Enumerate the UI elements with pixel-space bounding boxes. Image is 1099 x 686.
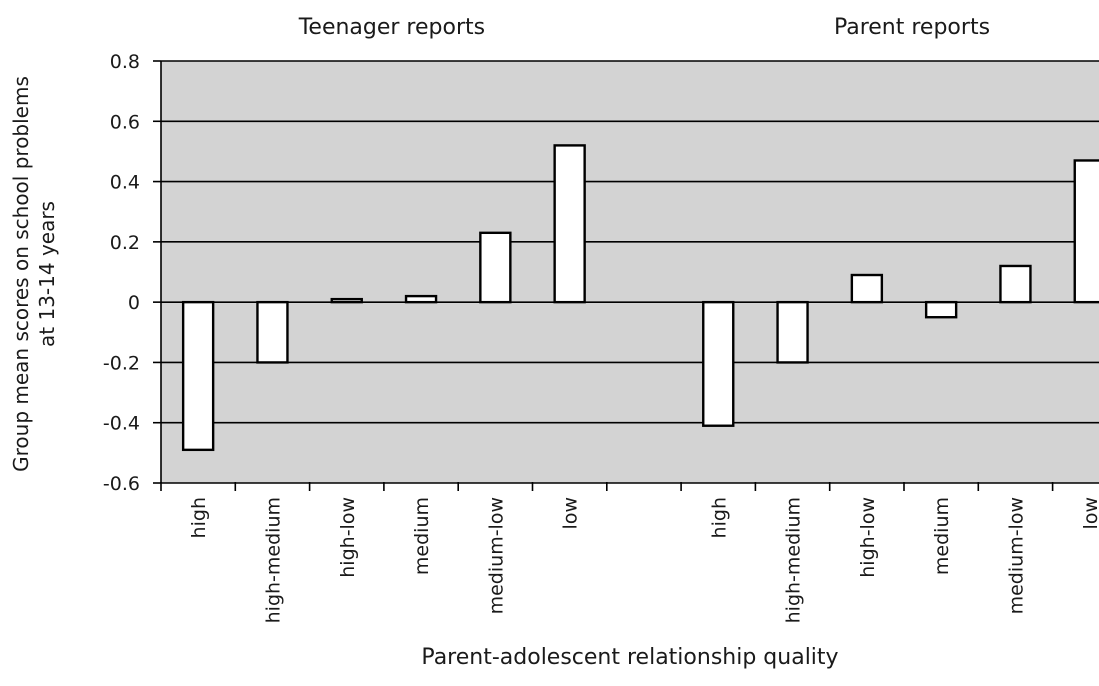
bar-0-3 <box>404 294 438 304</box>
bar-1-0 <box>702 300 735 427</box>
x-category-label: medium-low <box>485 497 507 614</box>
y-axis-label: Group mean scores on school problems at 1… <box>9 76 59 472</box>
y-tick-label: 0.4 <box>110 172 140 194</box>
plot-background <box>161 61 1099 483</box>
x-axis-label: Parent-adolescent relationship quality <box>421 645 838 670</box>
y-axis-label-line: at 13-14 years <box>35 201 59 347</box>
group-title: Teenager reports <box>298 15 485 40</box>
y-tick-label: -0.2 <box>103 352 140 374</box>
bar-1-5 <box>1073 159 1099 304</box>
bar-0-0 <box>181 300 215 452</box>
bar-1-3 <box>924 300 958 319</box>
x-category-label: high-medium <box>262 497 284 623</box>
x-category-label: high-low <box>337 497 359 578</box>
bar-1-2 <box>850 273 884 304</box>
bar-0-5 <box>553 144 586 304</box>
x-category-label: high <box>708 497 730 538</box>
y-tick-label: -0.6 <box>103 473 140 495</box>
y-tick-label: 0.2 <box>110 232 140 254</box>
y-tick-label: -0.4 <box>103 413 140 435</box>
group-title: Parent reports <box>834 15 990 40</box>
y-axis-label-line: Group mean scores on school problems <box>9 76 33 472</box>
x-category-label: medium-low <box>1005 497 1027 614</box>
bar-1-1 <box>776 300 809 364</box>
x-category-label: high-low <box>857 497 879 578</box>
bar-1-4 <box>999 264 1032 304</box>
bar-0-1 <box>256 300 289 364</box>
x-category-label: high-medium <box>783 497 805 623</box>
x-category-label: low <box>560 497 582 529</box>
x-category-label: low <box>1080 497 1099 529</box>
bar-0-4 <box>479 231 512 304</box>
x-category-label: medium <box>411 497 433 575</box>
x-category-label: high <box>188 497 210 538</box>
x-category-label: medium <box>931 497 953 575</box>
y-tick-label: 0.8 <box>110 51 140 73</box>
y-tick-label: 0.6 <box>110 111 140 133</box>
bar-0-2 <box>330 297 363 304</box>
y-tick-label: 0 <box>128 292 140 314</box>
